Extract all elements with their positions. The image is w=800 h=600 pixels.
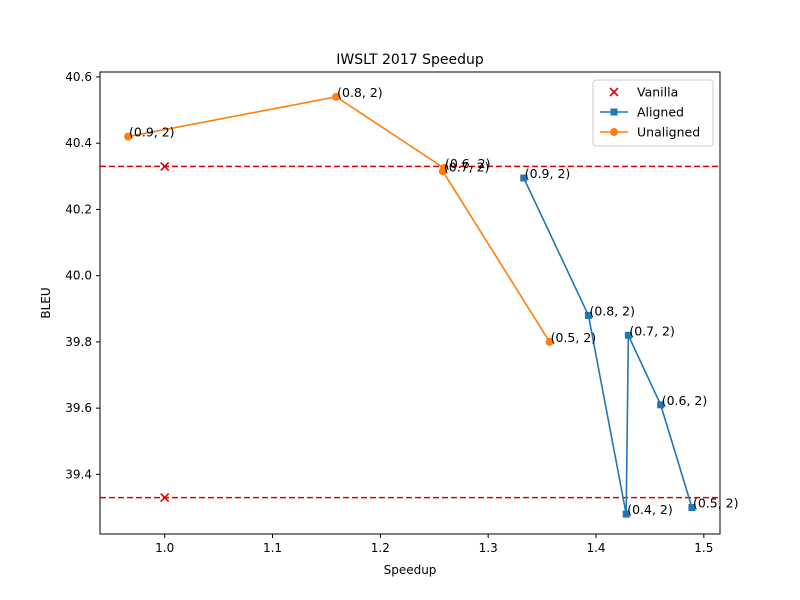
vanilla-point <box>160 493 170 503</box>
legend-unaligned-marker <box>610 128 618 136</box>
series-markers <box>124 92 696 518</box>
aligned-point-label: (0.6, 2) <box>662 393 708 408</box>
unaligned-point-label: (0.8, 2) <box>337 85 383 100</box>
aligned-point-label: (0.5, 2) <box>693 496 739 511</box>
x-tick-label: 1.3 <box>479 541 498 555</box>
chart-title: IWSLT 2017 Speedup <box>336 52 484 68</box>
y-tick-label: 39.8 <box>65 335 92 349</box>
x-tick-label: 1.5 <box>694 541 713 555</box>
legend-unaligned-label: Unaligned <box>637 125 700 140</box>
reference-lines <box>100 165 720 499</box>
aligned-point-label: (0.9, 2) <box>525 166 571 181</box>
aligned-point <box>688 504 696 512</box>
x-axis-label: Speedup <box>384 563 437 577</box>
legend-vanilla-marker <box>609 87 619 97</box>
vanilla-point <box>160 161 170 171</box>
x-axis-ticks: 1.0 1.1 1.2 1.3 1.4 1.5 <box>155 534 713 555</box>
y-tick-label: 40.6 <box>65 70 92 84</box>
unaligned-point <box>545 337 554 346</box>
aligned-point-label: (0.4, 2) <box>627 502 673 517</box>
x-tick-label: 1.2 <box>371 541 390 555</box>
unaligned-point-label: (0.9, 2) <box>129 125 175 140</box>
legend-aligned-marker <box>610 108 618 116</box>
legend-vanilla-label: Vanilla <box>637 85 678 100</box>
x-tick-label: 1.4 <box>586 541 605 555</box>
aligned-point <box>624 331 632 339</box>
y-axis-ticks: 39.4 39.6 39.8 40.0 40.2 40.4 40.6 <box>65 70 100 481</box>
aligned-line <box>523 177 693 515</box>
y-tick-label: 40.0 <box>65 269 92 283</box>
aligned-point-label: (0.8, 2) <box>589 303 635 318</box>
y-tick-label: 39.6 <box>65 401 92 415</box>
aligned-point-label: (0.7, 2) <box>629 323 675 338</box>
unaligned-point-label: (0.5, 2) <box>551 330 597 345</box>
y-tick-label: 40.2 <box>65 202 92 216</box>
plot-background <box>100 72 720 534</box>
y-tick-label: 40.4 <box>65 136 92 150</box>
x-tick-label: 1.1 <box>263 541 282 555</box>
unaligned-point-label: (0.7, 2) <box>444 159 490 174</box>
x-tick-label: 1.0 <box>155 541 174 555</box>
legend: Vanilla Aligned Unaligned <box>592 79 714 147</box>
unaligned-point <box>332 92 341 101</box>
y-tick-label: 39.4 <box>65 467 92 481</box>
aligned-point <box>622 510 630 518</box>
legend-box <box>592 79 714 147</box>
plot-frame <box>99 71 721 535</box>
point-labels: (0.9, 2)(0.8, 2)(0.4, 2)(0.7, 2)(0.6, 2)… <box>129 85 738 517</box>
aligned-point <box>520 174 528 182</box>
y-axis-label: BLEU <box>39 287 53 318</box>
aligned-point <box>657 401 665 409</box>
unaligned-point-label: (0.6, 2) <box>445 156 491 171</box>
legend-aligned-label: Aligned <box>637 105 684 120</box>
aligned-point <box>584 311 592 319</box>
unaligned-point <box>124 132 133 141</box>
unaligned-point <box>438 167 447 176</box>
